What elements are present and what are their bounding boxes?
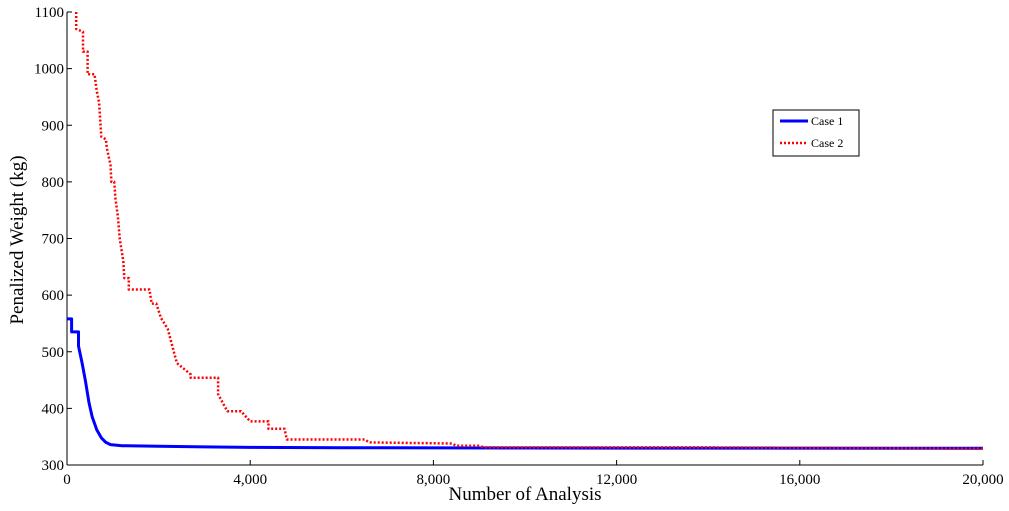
x-tick-label: 8,000 bbox=[417, 472, 451, 488]
legend: Case 1 Case 2 bbox=[772, 109, 860, 157]
x-tick-label: 4,000 bbox=[233, 472, 267, 488]
legend-label-case-2: Case 2 bbox=[811, 136, 843, 150]
y-tick-label: 400 bbox=[42, 401, 65, 417]
x-tick-label: 20,000 bbox=[962, 472, 1003, 488]
x-tick-label: 12,000 bbox=[596, 472, 637, 488]
tick-labels: 0 4,000 8,000 12,000 16,000 20,000 300 400 500 60… bbox=[34, 5, 1004, 488]
series-line-case-2 bbox=[74, 12, 984, 450]
y-tick-label: 1000 bbox=[34, 62, 64, 78]
y-tick-label: 300 bbox=[42, 458, 65, 474]
series-lines bbox=[67, 12, 984, 450]
axes bbox=[66, 11, 984, 466]
y-tick-label: 600 bbox=[42, 288, 65, 304]
y-tick-label: 700 bbox=[42, 232, 65, 248]
y-axis-label: Penalized Weight (kg) bbox=[7, 155, 28, 324]
y-tick-label: 1100 bbox=[35, 5, 64, 21]
x-tick-label: 0 bbox=[63, 472, 71, 488]
y-tick-label: 800 bbox=[42, 175, 65, 191]
series-line-case-1 bbox=[67, 317, 984, 450]
legend-box bbox=[772, 109, 860, 157]
x-axis-label: Number of Analysis bbox=[448, 484, 601, 505]
x-tick-label: 16,000 bbox=[779, 472, 820, 488]
legend-label-case-1: Case 1 bbox=[811, 114, 843, 128]
y-tick-label: 900 bbox=[42, 118, 65, 134]
y-tick-label: 500 bbox=[42, 345, 65, 361]
